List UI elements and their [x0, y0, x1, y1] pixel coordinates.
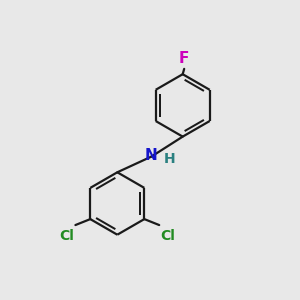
Text: Cl: Cl: [59, 229, 74, 243]
Text: N: N: [145, 148, 158, 164]
Text: F: F: [179, 51, 189, 66]
Text: H: H: [164, 152, 176, 166]
Text: Cl: Cl: [161, 229, 176, 243]
